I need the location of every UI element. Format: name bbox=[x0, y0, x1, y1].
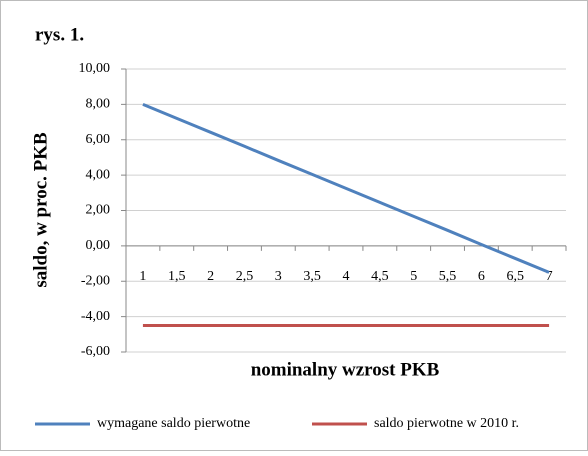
legend-label: wymagane saldo pierwotne bbox=[97, 416, 250, 431]
y-tick-label: 0,00 bbox=[86, 238, 111, 253]
x-tick-label: 1,5 bbox=[168, 269, 186, 284]
x-tick-label: 2 bbox=[207, 269, 214, 284]
x-tick-label: 6,5 bbox=[506, 269, 524, 284]
x-tick-label: 4 bbox=[343, 269, 350, 284]
x-tick-label: 7 bbox=[546, 269, 553, 284]
y-tick-label: -2,00 bbox=[81, 273, 110, 288]
chart-title: rys. 1. bbox=[35, 24, 84, 45]
legend-label: saldo pierwotne w 2010 r. bbox=[374, 416, 519, 431]
y-tick-label: 6,00 bbox=[86, 132, 111, 147]
x-tick-label: 5 bbox=[410, 269, 417, 284]
y-tick-label: 4,00 bbox=[86, 167, 111, 182]
y-tick-label: -6,00 bbox=[81, 344, 110, 359]
x-tick-label: 6 bbox=[478, 269, 485, 284]
x-tick-label: 3,5 bbox=[303, 269, 321, 284]
x-tick-label: 5,5 bbox=[439, 269, 457, 284]
y-tick-label: 8,00 bbox=[86, 97, 111, 112]
y-tick-label: -4,00 bbox=[81, 309, 110, 324]
x-tick-label: 4,5 bbox=[371, 269, 389, 284]
y-axis-title: saldo, w proc. PKB bbox=[30, 132, 51, 288]
x-tick-label: 3 bbox=[275, 269, 282, 284]
x-tick-label: 2,5 bbox=[236, 269, 254, 284]
x-axis-title: nominalny wzrost PKB bbox=[251, 359, 440, 380]
y-tick-label: 2,00 bbox=[86, 203, 111, 218]
x-tick-label: 1 bbox=[139, 269, 146, 284]
series-line bbox=[142, 102, 550, 274]
y-tick-label: 10,00 bbox=[79, 61, 111, 76]
